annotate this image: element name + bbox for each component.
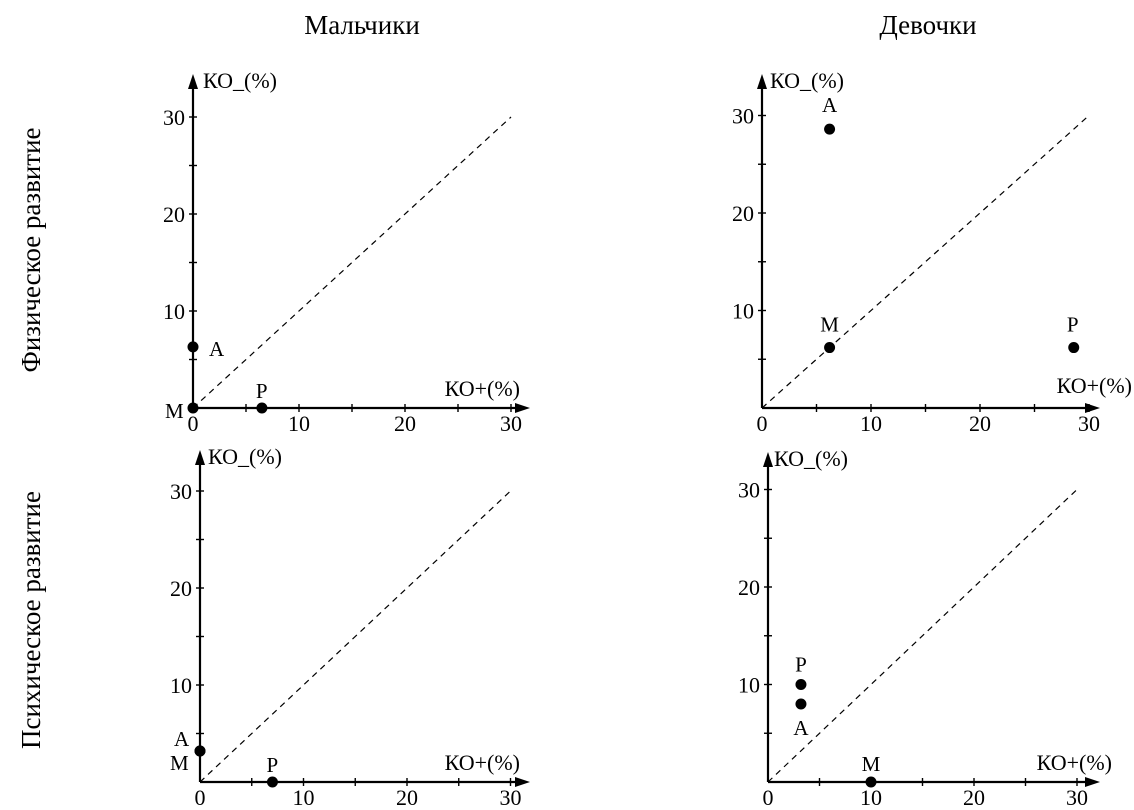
x-tick-label: 10: [860, 785, 882, 810]
data-point-label: М: [165, 399, 184, 423]
column-header-girls: Девочки: [879, 10, 976, 40]
y-tick-label: 20: [738, 575, 760, 600]
x-tick-label: 0: [195, 785, 206, 810]
y-tick-label: 30: [738, 478, 760, 503]
x-tick-label: 10: [288, 411, 310, 436]
x-axis-label: КО+(%): [445, 750, 520, 775]
x-tick-label: 20: [969, 411, 991, 436]
data-point-Р: [256, 402, 268, 414]
data-point-А: [824, 123, 836, 135]
x-tick-label: 20: [963, 785, 985, 810]
data-point-label: Р: [1067, 313, 1079, 337]
x-axis-arrow: [515, 403, 530, 413]
data-point-М: [194, 745, 206, 757]
x-tick-label: 10: [860, 411, 882, 436]
y-tick-label: 30: [732, 104, 754, 129]
y-tick-label: 20: [163, 202, 185, 227]
y-tick-label: 20: [170, 576, 192, 601]
chart-panel-boys-mental: 0 10 20 30 10 20 30 КО+(%) КО_(%) АМ Р: [170, 444, 530, 810]
data-point-М: [865, 776, 877, 788]
chart-panel-boys-physical: 0 10 20 30 10 20 30 КО+(%) КО_(%) А М Р: [163, 68, 530, 436]
x-axis-label: КО+(%): [445, 376, 520, 401]
data-point-Р: [795, 679, 807, 690]
y-axis-label: КО_(%): [203, 68, 277, 93]
diagonal-line: [767, 489, 1078, 783]
diagonal-line: [761, 115, 1090, 409]
data-point-label: М: [820, 313, 839, 337]
x-tick-label: 30: [500, 411, 522, 436]
data-point-label: М: [862, 752, 881, 776]
data-point-label: А: [793, 716, 809, 740]
y-tick-label: 30: [170, 479, 192, 504]
x-tick-label: 0: [757, 411, 768, 436]
x-tick-label: 10: [293, 785, 315, 810]
data-point-label: Р: [266, 753, 278, 777]
y-axis-label: КО_(%): [774, 446, 848, 471]
x-tick-label: 0: [188, 411, 199, 436]
y-tick-label: 10: [170, 673, 192, 698]
y-tick-label: 10: [738, 673, 760, 698]
x-axis-label: КО+(%): [1057, 373, 1132, 398]
data-point-А: [795, 698, 807, 710]
data-point-label: А: [174, 727, 190, 751]
data-point-М: [824, 342, 836, 354]
x-tick-label: 30: [1078, 411, 1100, 436]
chart-panel-girls-mental: 0 10 20 30 10 20 30 КО+(%) КО_(%) Р А М: [738, 446, 1112, 810]
data-point-label: А: [209, 337, 225, 361]
data-point-label: А: [822, 93, 838, 117]
data-point-Р: [266, 776, 278, 788]
x-tick-label: 20: [394, 411, 416, 436]
y-tick-label: 10: [163, 299, 185, 324]
data-point-М: [187, 402, 199, 414]
column-header-boys: Мальчики: [304, 10, 420, 40]
x-axis-label: КО+(%): [1037, 750, 1112, 775]
x-axis-arrow: [515, 777, 530, 787]
y-tick-label: 10: [732, 299, 754, 324]
chart-panel-girls-physical: 0 10 20 30 10 20 30 КО+(%) КО_(%)А М Р: [732, 68, 1132, 436]
diagonal-line: [199, 490, 511, 783]
x-tick-label: 20: [396, 785, 418, 810]
data-point-Р: [1068, 342, 1080, 354]
y-axis-arrow: [195, 450, 205, 465]
data-point-А: [187, 341, 199, 353]
x-tick-label: 30: [500, 785, 522, 810]
y-tick-label: 20: [732, 201, 754, 226]
y-axis-label: КО_(%): [770, 68, 844, 93]
diagonal-line: [192, 116, 512, 409]
row-header-mental: Психическое развитие: [16, 491, 46, 749]
data-point-label: Р: [795, 653, 807, 677]
y-axis-arrow: [763, 452, 773, 467]
row-header-physical: Физическое развитие: [16, 127, 46, 372]
x-tick-label: 30: [1066, 785, 1088, 810]
data-point-label: Р: [256, 379, 268, 403]
data-point-label: М: [170, 751, 189, 775]
y-tick-label: 30: [163, 105, 185, 130]
y-axis-arrow: [188, 74, 198, 89]
y-axis-arrow: [757, 74, 767, 89]
x-tick-label: 0: [763, 785, 774, 810]
y-axis-label: КО_(%): [208, 444, 282, 469]
x-axis-arrow: [1085, 777, 1100, 787]
